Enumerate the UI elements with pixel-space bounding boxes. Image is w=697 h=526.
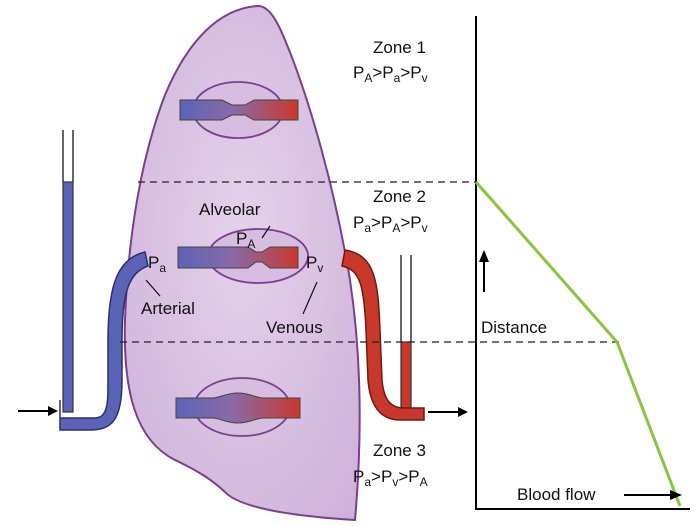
zone-2-text: Zone 2 Pa>PA>Pv xyxy=(353,187,428,235)
relation-pressure: P xyxy=(381,213,392,232)
relation-operator: > xyxy=(371,213,381,232)
svg-text:Zone 3: Zone 3 xyxy=(373,441,426,460)
relation-subscript: a xyxy=(394,71,401,85)
distance-label: Distance xyxy=(481,318,547,337)
relation-operator: > xyxy=(398,467,408,486)
relation-subscript: v xyxy=(422,221,428,235)
arterial-blood-column xyxy=(62,181,74,413)
relation-pressure: P xyxy=(353,467,364,486)
zone-3-text: Zone 3 Pa>Pv>PA xyxy=(353,441,428,489)
svg-text:Zone 1: Zone 1 xyxy=(373,38,426,57)
blood-flow-label: Blood flow xyxy=(517,485,596,504)
relation-pressure: P xyxy=(410,63,421,82)
blood-flow-right-arrow-icon xyxy=(670,490,682,500)
relation-pressure: P xyxy=(353,213,364,232)
relation-operator: > xyxy=(400,63,410,82)
relation-operator: > xyxy=(400,213,410,232)
zone-1-alveolus xyxy=(179,81,299,139)
arterial-pointer xyxy=(145,279,161,297)
arterial-manometer xyxy=(18,130,149,431)
arterial-pressure-label: Pa xyxy=(148,253,166,275)
svg-text:Zone 2: Zone 2 xyxy=(373,187,426,206)
relation-pressure: P xyxy=(408,467,419,486)
relation-operator: > xyxy=(371,467,381,486)
relation-pressure: P xyxy=(410,213,421,232)
arterial-label: Arterial xyxy=(141,299,195,318)
relation-subscript: v xyxy=(422,71,428,85)
venous-manometer xyxy=(341,249,468,421)
venous-vessel xyxy=(341,249,425,421)
outflow-arrow-icon xyxy=(458,407,468,417)
venous-blood-column xyxy=(400,341,412,413)
venous-pointer xyxy=(302,281,318,315)
zone-3-alveolus xyxy=(175,377,301,437)
distance-up-arrow-icon xyxy=(479,250,489,262)
arterial-vessel xyxy=(59,251,149,431)
relation-pressure: P xyxy=(382,63,393,82)
alveolar-pointer xyxy=(261,225,271,239)
relation-subscript: a xyxy=(364,475,371,489)
zone-2-pressure-relation: Pa>PA>Pv xyxy=(353,213,428,235)
relation-subscript: A xyxy=(392,221,400,235)
relation-subscript: A xyxy=(420,475,428,489)
venous-pressure-label: Pv xyxy=(306,253,323,275)
zone-1-text: Zone 1 PA>Pa>Pv xyxy=(353,38,428,85)
relation-subscript: A xyxy=(364,71,372,85)
relation-pressure: P xyxy=(353,63,364,82)
zone-2-alveolus xyxy=(177,228,309,284)
alveolar-label: Alveolar xyxy=(199,200,261,219)
zone-1-pressure-relation: PA>Pa>Pv xyxy=(353,63,428,85)
venous-label: Venous xyxy=(266,318,323,337)
flow-graph: Distance Blood flow xyxy=(474,16,690,510)
inflow-arrow-icon xyxy=(48,406,58,416)
zone-3-pressure-relation: Pa>Pv>PA xyxy=(353,467,428,489)
relation-subscript: a xyxy=(364,221,371,235)
relation-subscript: v xyxy=(392,475,398,489)
alveolar-pressure-label: PA xyxy=(236,229,255,251)
relation-operator: > xyxy=(372,63,382,82)
blood-flow-curve xyxy=(474,181,682,507)
relation-pressure: P xyxy=(381,467,392,486)
